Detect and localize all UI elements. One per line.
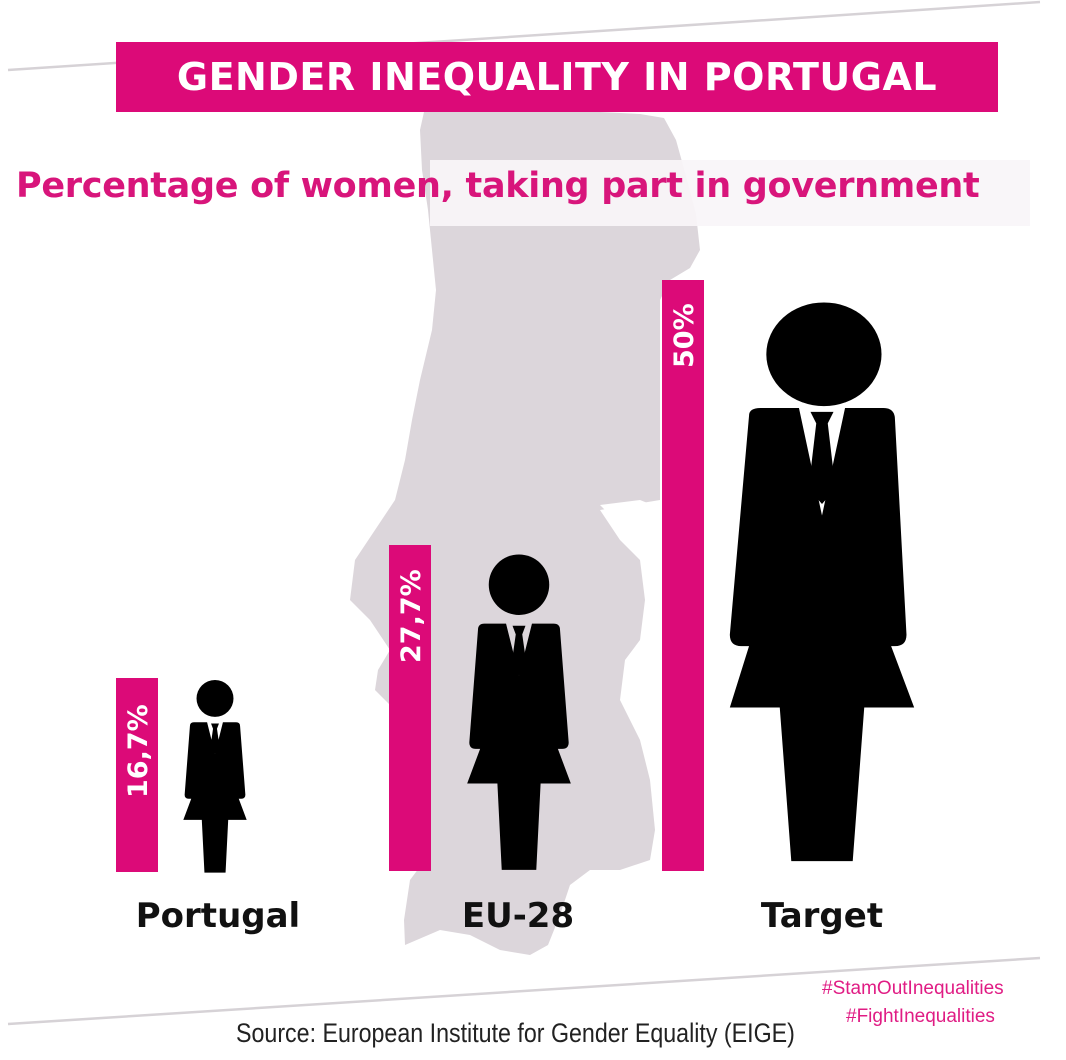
bar-value-label: 50% [669,303,700,368]
category-label-target: Target [760,896,884,936]
bar-portugal: 16,7% [116,678,158,872]
chart-subtitle: Percentage of women, taking part in gove… [16,166,980,206]
bar-value-label: 27,7% [396,569,427,663]
subtitle-highlight-band [430,160,1030,226]
category-label-eu28: EU-28 [461,896,575,936]
page-title: GENDER INEQUALITY IN PORTUGAL [176,55,938,99]
hashtag-fightinequalities: #FightInequalities [846,1006,995,1027]
bottom-divider-line [7,956,1041,1026]
woman-figure-icon [467,554,571,870]
bar-target: 50% [662,280,704,871]
hashtag-stamoutinequalities: #StamOutInequalities [822,978,1004,999]
bar-eu28: 27,7% [389,545,431,871]
category-label-portugal: Portugal [135,896,301,936]
woman-figure-icon [729,302,915,862]
source-citation: Source: European Institute for Gender Eq… [236,1018,795,1048]
title-banner: GENDER INEQUALITY IN PORTUGAL [116,42,998,112]
bar-value-label: 16,7% [123,704,154,798]
woman-figure-icon [183,679,247,873]
map-notch [600,500,660,560]
